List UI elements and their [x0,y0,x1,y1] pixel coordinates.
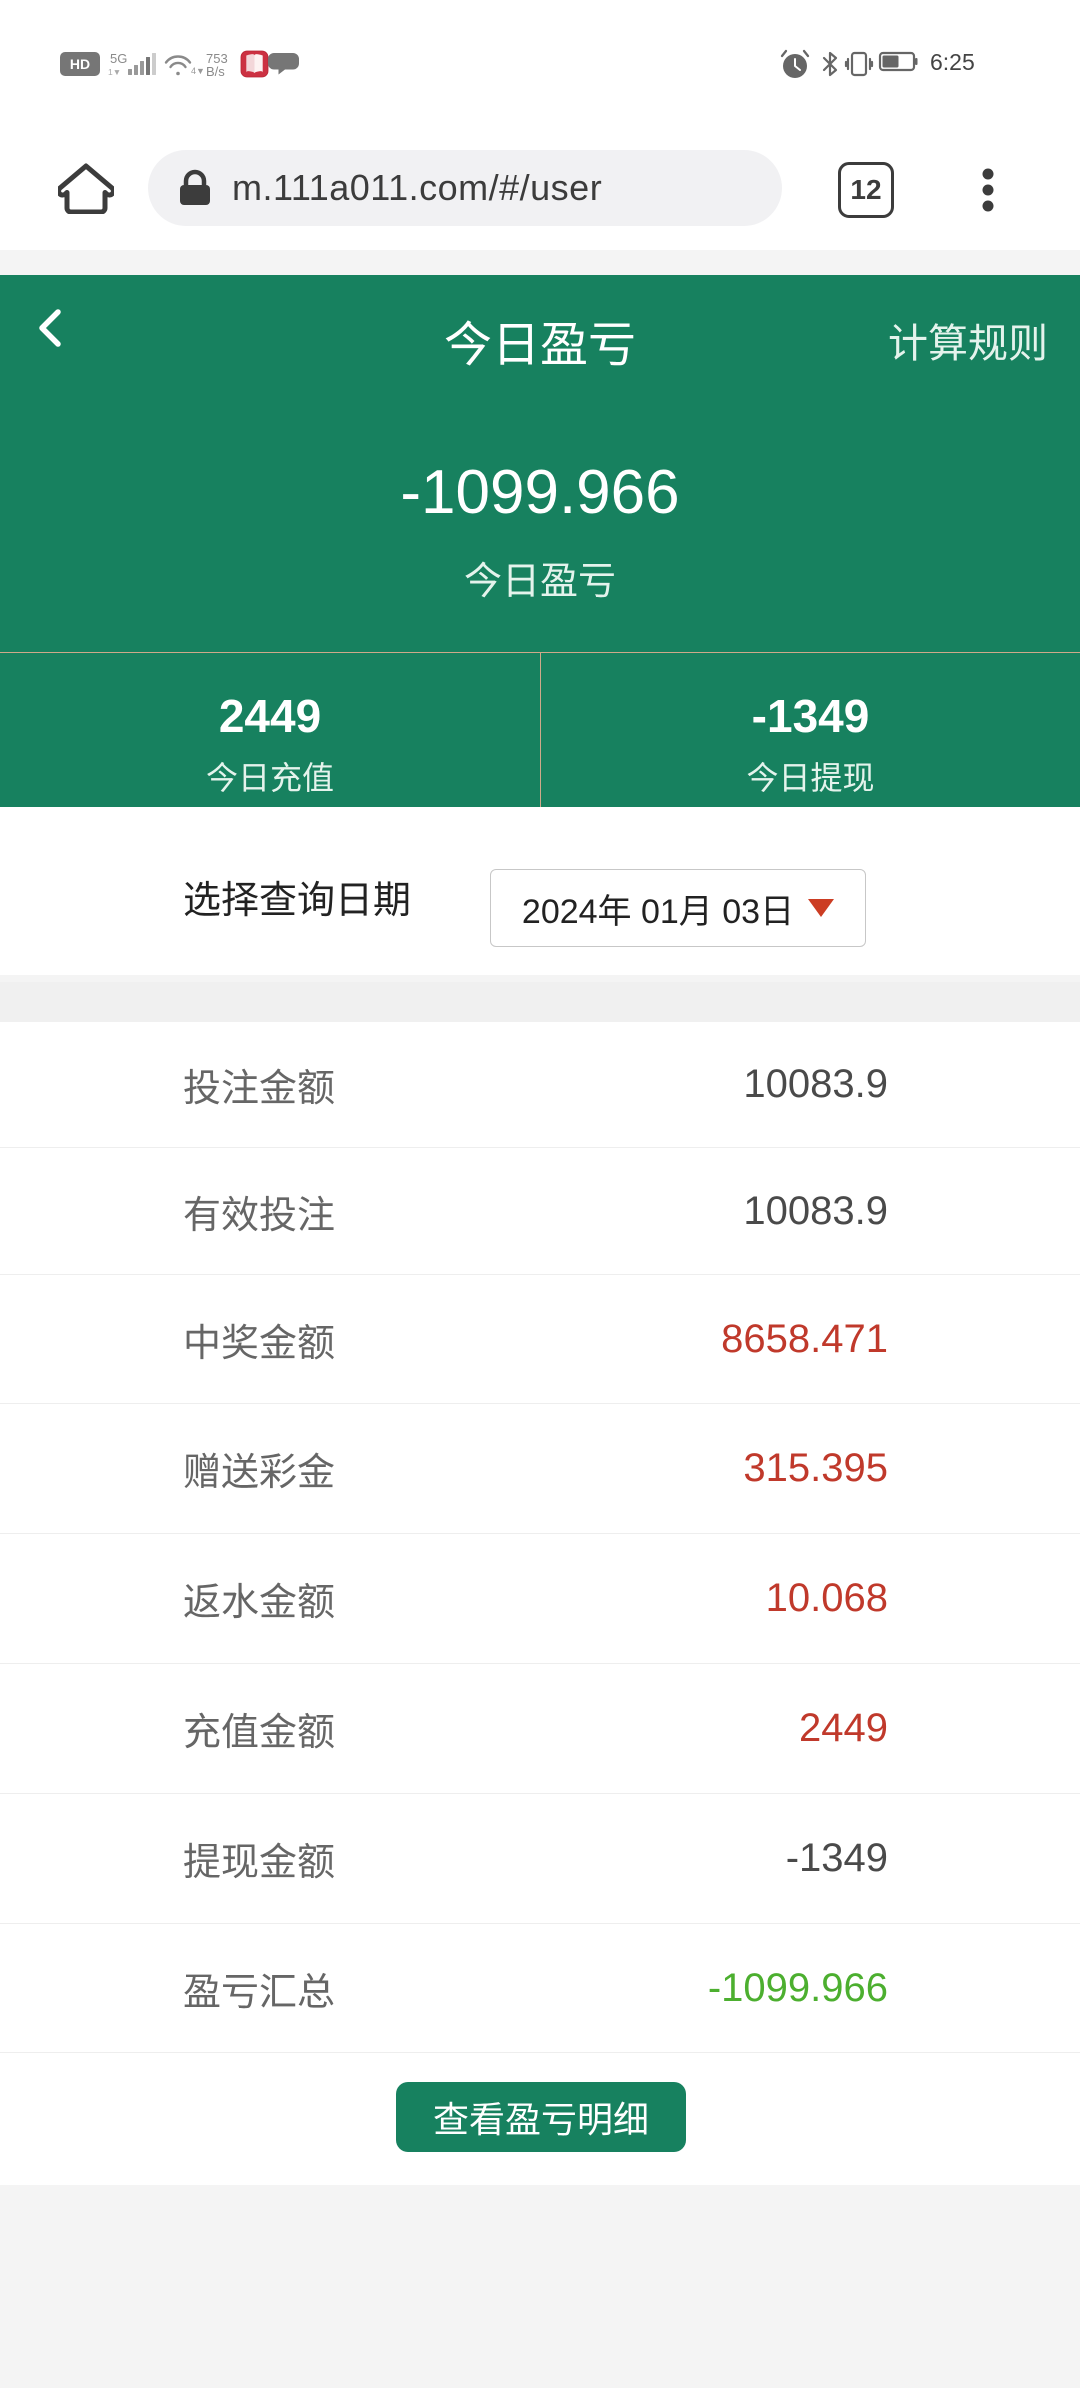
svg-text:5G: 5G [110,51,127,66]
svg-text:B/s: B/s [206,64,225,79]
svg-text:4▼: 4▼ [191,66,205,76]
svg-text:1▼: 1▼ [108,67,121,77]
svg-text:HD: HD [70,56,90,72]
svg-text:6:25: 6:25 [930,49,975,75]
